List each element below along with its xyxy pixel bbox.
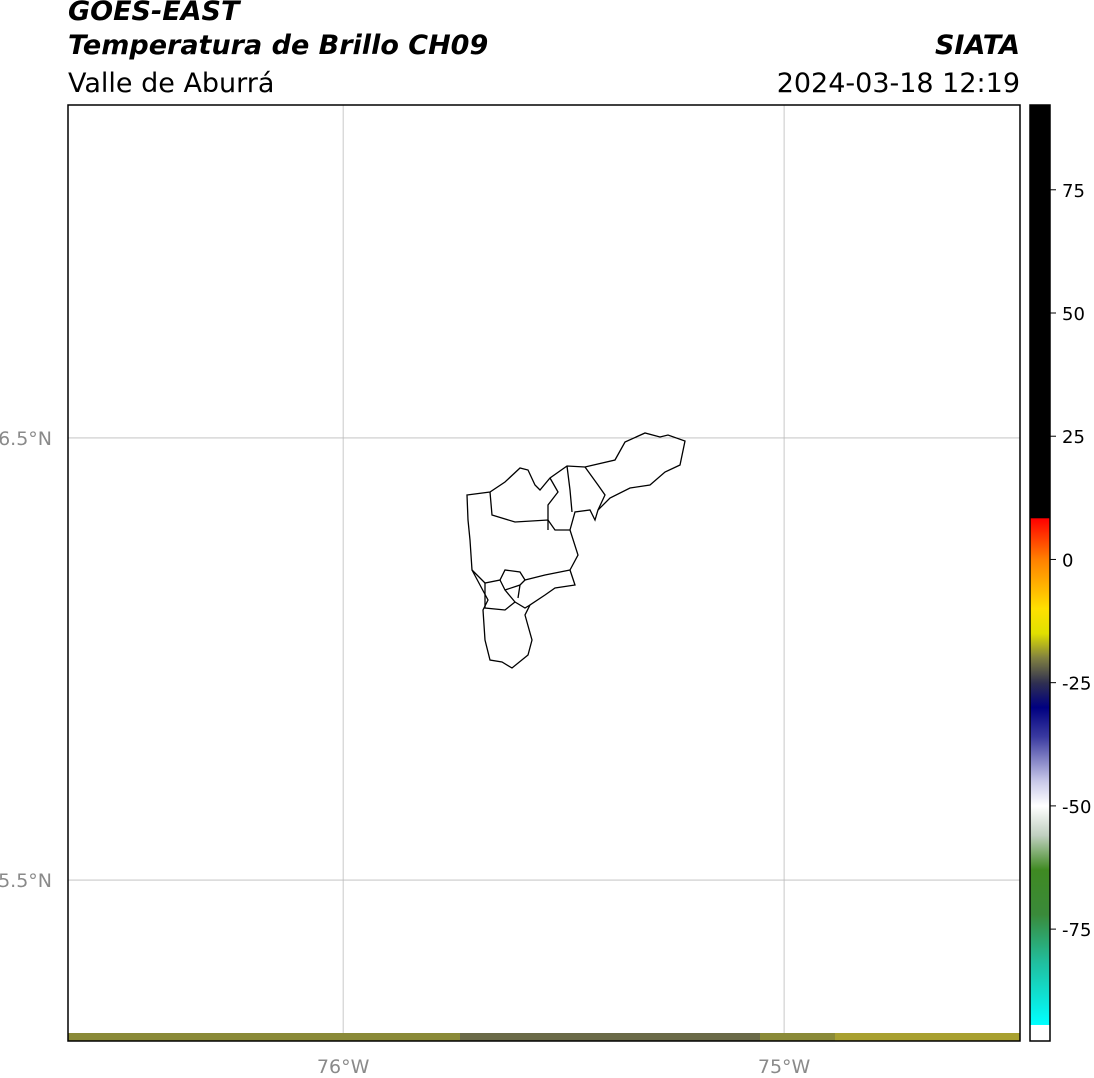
colorbar-tick-label: 25 — [1062, 427, 1085, 448]
region: Valle de Aburrá — [68, 68, 274, 99]
outline — [466, 432, 686, 669]
x-tick-label: 75°W — [758, 1056, 811, 1078]
map-frame — [67, 104, 1021, 1042]
y-tick-label: 5.5°N — [0, 870, 52, 892]
outline — [484, 583, 531, 611]
image-strip — [460, 1033, 760, 1041]
outline — [566, 465, 573, 513]
colorbar-tick-label: -25 — [1062, 674, 1091, 695]
datetime: 2024-03-18 12:19 — [777, 68, 1020, 99]
outline — [489, 491, 570, 531]
x-tick-label: 76°W — [317, 1056, 370, 1078]
y-tick-label: 6.5°N — [0, 428, 52, 450]
outline — [471, 569, 571, 584]
colorbar-tick-label: 0 — [1062, 550, 1073, 571]
image-strip — [835, 1033, 1020, 1041]
title: GOES-EAST — [68, 0, 242, 27]
colorbar-tick-label: -75 — [1062, 920, 1091, 941]
outline — [499, 579, 526, 603]
subtitle: Temperatura de Brillo CH09 — [68, 30, 488, 61]
colorbar — [1029, 104, 1051, 1042]
municipality-outlines — [466, 432, 686, 669]
outline — [584, 466, 606, 511]
map-area — [68, 432, 1020, 1041]
colorbar-tick-label: -50 — [1062, 797, 1091, 818]
colorbar-tick-label: 75 — [1062, 181, 1085, 202]
source: SIATA — [935, 30, 1020, 61]
colorbar-tick-label: 50 — [1062, 304, 1085, 325]
outline — [547, 477, 559, 530]
